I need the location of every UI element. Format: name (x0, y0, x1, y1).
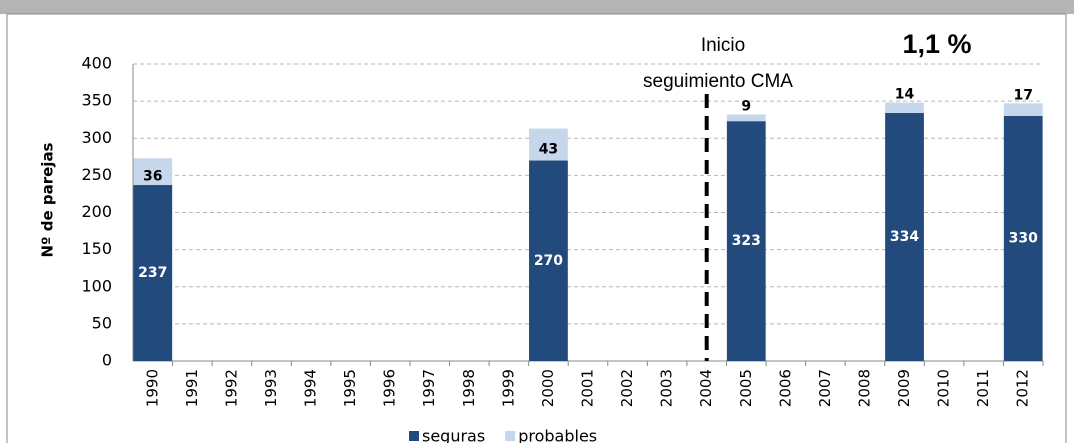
x-tick-label: 1999 (499, 369, 517, 407)
x-tick-label: 2001 (579, 369, 597, 407)
x-tick-label: 1994 (302, 369, 320, 407)
y-tick-label: 150 (81, 239, 112, 258)
x-tick-label: 2007 (816, 369, 834, 407)
x-tick-label: 2002 (618, 369, 636, 407)
x-tick-label: 1998 (460, 369, 478, 407)
data-label: 17 (1013, 87, 1032, 103)
data-label: 9 (741, 98, 751, 114)
bar-segment (529, 160, 568, 361)
legend-swatch (409, 431, 419, 441)
top-bar (0, 0, 1074, 14)
x-tick-label: 2006 (776, 369, 794, 407)
y-tick-label: 50 (92, 313, 112, 332)
x-tick-label: 2000 (539, 369, 557, 407)
data-label: 237 (138, 265, 167, 281)
bar-segment (529, 128, 568, 161)
y-tick-label: 400 (81, 54, 112, 73)
y-tick-label: 300 (81, 128, 112, 147)
x-tick-label: 2004 (697, 369, 715, 407)
data-label: 43 (539, 142, 558, 158)
bar-segment (133, 185, 173, 361)
x-tick-label: 2003 (658, 369, 676, 407)
y-tick-label: 250 (81, 165, 112, 184)
x-tick-label: 1996 (381, 369, 399, 407)
data-label: 334 (890, 229, 919, 245)
bar-segment (726, 114, 766, 122)
x-tick-label: 1992 (222, 369, 240, 407)
x-tick-label: 1991 (183, 369, 201, 407)
data-label: 36 (143, 169, 162, 185)
x-tick-label: 1995 (341, 369, 359, 407)
x-tick-label: 2009 (895, 369, 913, 407)
bar-segment (1003, 115, 1043, 361)
data-label: 14 (895, 87, 915, 103)
y-tick-label: 200 (81, 202, 112, 221)
legend-label: probables (518, 427, 597, 443)
annotation: seguimiento CMA (643, 71, 793, 92)
y-tick-label: 100 (81, 276, 112, 295)
bar-segment (726, 121, 766, 361)
legend-label: seguras (422, 427, 485, 443)
x-tick-label: 2010 (935, 369, 953, 407)
bar-segment (885, 102, 924, 114)
x-tick-label: 2008 (855, 369, 873, 407)
x-tick-label: 2011 (974, 369, 992, 407)
x-tick-label: 1993 (262, 369, 280, 407)
data-label: 270 (534, 253, 563, 269)
bar-segment (1003, 103, 1043, 116)
annotation: 1,1 % (902, 29, 971, 59)
annotation: Inicio (701, 35, 745, 56)
bar-segment (885, 113, 924, 361)
x-tick-label: 1990 (143, 369, 161, 407)
y-tick-label: 0 (102, 351, 112, 370)
data-label: 330 (1009, 230, 1038, 246)
x-tick-label: 2005 (737, 369, 755, 407)
y-tick-label: 350 (81, 91, 112, 110)
x-tick-label: 1997 (420, 369, 438, 407)
y-axis-label: Nº de parejas (39, 142, 57, 257)
data-label: 323 (732, 233, 761, 249)
x-tick-label: 2012 (1014, 369, 1032, 407)
bar-segment (133, 158, 173, 186)
legend-swatch (505, 431, 516, 441)
